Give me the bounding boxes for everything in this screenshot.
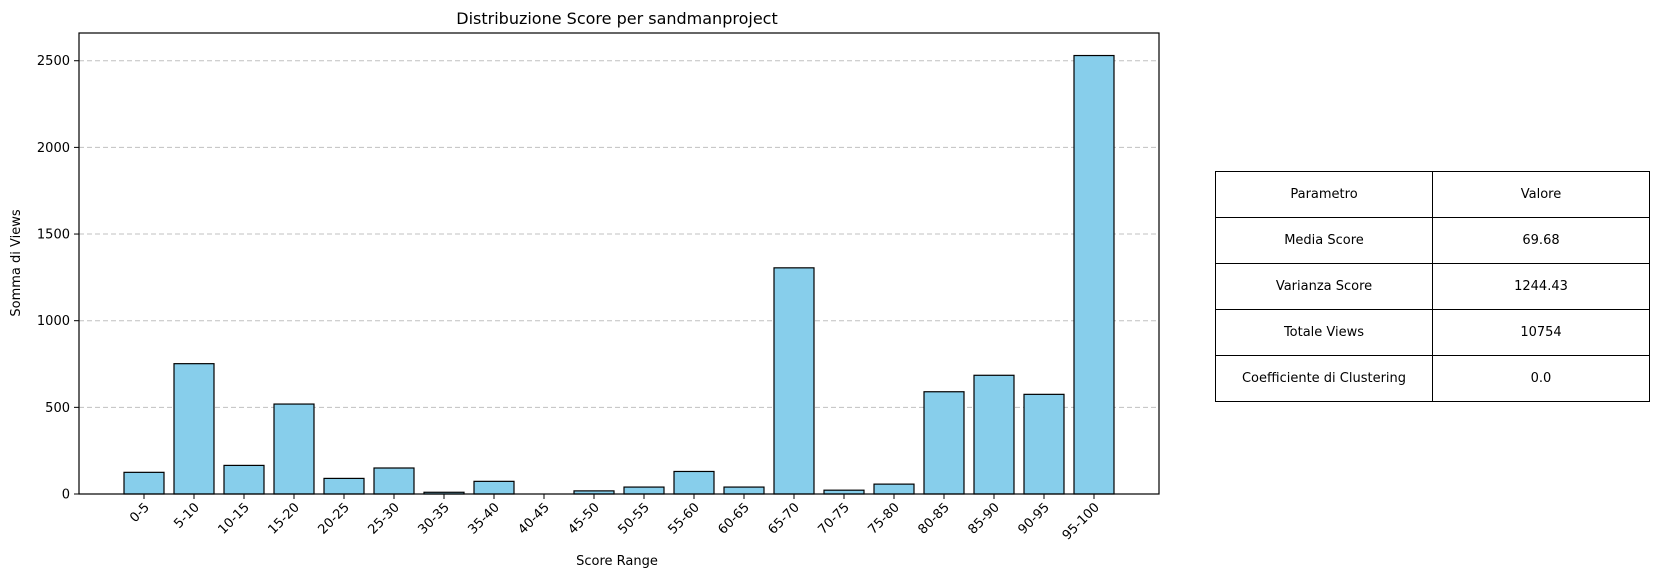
bar xyxy=(373,467,415,495)
x-axis-label: Score Range xyxy=(576,554,658,569)
x-tick-label: 85-90 xyxy=(966,500,1003,537)
x-tick-label: 40-45 xyxy=(516,500,553,537)
bar xyxy=(873,483,915,495)
x-tick-label: 35-40 xyxy=(466,500,503,537)
y-tick-label: 1500 xyxy=(37,228,70,243)
bar xyxy=(1023,393,1065,495)
bar xyxy=(323,477,365,495)
y-tick-label: 2000 xyxy=(37,141,70,156)
table-cell: 1244.43 xyxy=(1432,263,1650,310)
x-tick-label: 90-95 xyxy=(1016,500,1053,537)
y-tick-label: 1000 xyxy=(37,314,70,329)
bar xyxy=(773,267,815,495)
bar xyxy=(273,403,315,495)
bars xyxy=(123,54,1115,495)
chart-title: Distribuzione Score per sandmanproject xyxy=(456,9,777,28)
bar xyxy=(473,480,515,495)
x-tick-label: 95-100 xyxy=(1060,500,1103,543)
x-tick-label: 70-75 xyxy=(816,500,853,537)
grid-lines xyxy=(79,60,1159,408)
x-tick-label: 5-10 xyxy=(171,500,202,531)
table-cell: 0.0 xyxy=(1432,355,1650,402)
x-tick-label: 10-15 xyxy=(216,500,253,537)
table-cell: Varianza Score xyxy=(1215,263,1433,310)
table-cell: Totale Views xyxy=(1215,309,1433,356)
x-tick-label: 20-25 xyxy=(316,500,353,537)
plot-frame xyxy=(78,32,1160,495)
bar xyxy=(1073,54,1115,495)
x-tick-label: 60-65 xyxy=(716,500,753,537)
table-row: Coefficiente di Clustering 0.0 xyxy=(1215,355,1650,402)
x-tick-label: 75-80 xyxy=(866,500,903,537)
table-cell: Media Score xyxy=(1215,217,1433,264)
x-tick-label: 30-35 xyxy=(416,500,453,537)
x-tick-label: 0-5 xyxy=(127,500,153,526)
table-header-cell: Valore xyxy=(1432,171,1650,218)
bar xyxy=(923,391,965,495)
table-cell: Coefficiente di Clustering xyxy=(1215,355,1433,402)
table-cell: 10754 xyxy=(1432,309,1650,356)
table-row: Media Score 69.68 xyxy=(1215,217,1650,264)
stats-table: Parametro Valore Media Score 69.68 Varia… xyxy=(1215,171,1650,402)
table-row: Totale Views 10754 xyxy=(1215,309,1650,356)
y-tick-label: 2500 xyxy=(37,54,70,69)
y-ticks: 0 500 1000 1500 2000 2500 xyxy=(37,54,79,503)
x-tick-label: 80-85 xyxy=(916,500,953,537)
y-axis-label: Somma di Views xyxy=(9,209,24,316)
y-tick-label: 0 xyxy=(62,488,70,503)
x-tick-label: 25-30 xyxy=(366,500,403,537)
bar xyxy=(173,363,215,495)
bar xyxy=(673,470,715,495)
table-header-cell: Parametro xyxy=(1215,171,1433,218)
y-tick-label: 500 xyxy=(45,401,70,416)
bar xyxy=(723,486,765,495)
x-tick-label: 55-60 xyxy=(666,500,703,537)
table-header-row: Parametro Valore xyxy=(1215,171,1650,218)
bar xyxy=(123,471,165,495)
x-tick-label: 50-55 xyxy=(616,500,653,537)
bar xyxy=(223,464,265,495)
x-tick-label: 15-20 xyxy=(266,500,303,537)
x-tick-label: 65-70 xyxy=(766,500,803,537)
table-cell: 69.68 xyxy=(1432,217,1650,264)
x-tick-label: 45-50 xyxy=(566,500,603,537)
x-ticks: 0-5 5-10 10-15 15-20 20-25 25-30 30-35 35-40 40-… xyxy=(127,494,1103,543)
bar xyxy=(623,486,665,495)
bar xyxy=(973,374,1015,495)
table-row: Varianza Score 1244.43 xyxy=(1215,263,1650,310)
